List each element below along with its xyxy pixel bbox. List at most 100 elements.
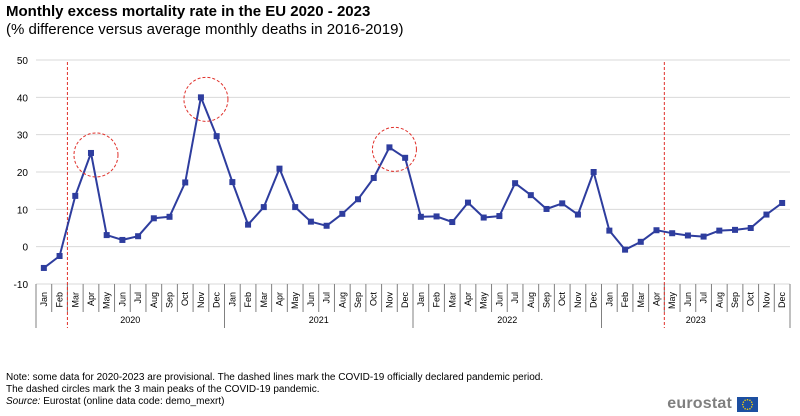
data-point — [386, 144, 393, 151]
source-line: Source: Eurostat (online data code: demo… — [6, 396, 224, 407]
data-point — [512, 180, 519, 187]
x-tick-label: May — [290, 292, 300, 310]
data-point — [40, 264, 47, 271]
data-point — [433, 213, 440, 220]
x-tick-label: Apr — [86, 292, 96, 306]
data-point — [653, 227, 660, 234]
source-text: Eurostat (online data code: demo_mexrt) — [40, 396, 225, 407]
x-tick-label: Jun — [306, 292, 316, 307]
year-label: 2022 — [497, 315, 517, 325]
peak-circle — [371, 126, 417, 172]
data-point — [307, 218, 314, 225]
eurostat-logo-text: eurostat — [667, 395, 732, 412]
data-point — [622, 246, 629, 253]
x-tick-label: Oct — [557, 292, 567, 307]
x-tick-label: Feb — [243, 292, 253, 308]
y-tick-label: 30 — [17, 131, 29, 142]
data-point — [87, 149, 94, 156]
x-tick-label: Jul — [699, 292, 709, 304]
data-point — [260, 204, 267, 211]
data-point — [669, 230, 676, 237]
x-tick-label: Aug — [714, 292, 724, 308]
data-point — [606, 227, 613, 234]
x-tick-label: Apr — [463, 292, 473, 306]
x-tick-label: Mar — [70, 292, 80, 308]
data-point — [119, 236, 126, 243]
chart-title: Monthly excess mortality rate in the EU … — [6, 3, 371, 20]
data-point — [716, 227, 723, 234]
data-point — [276, 165, 283, 172]
x-tick-label: Oct — [180, 292, 190, 307]
data-point — [135, 233, 142, 240]
line-chart: -10 0 10 20 30 40 50 Jan Feb Mar Apr May Jun Jul Aug Se… — [14, 56, 791, 328]
data-point — [402, 154, 409, 161]
eurostat-logo: eurostat — [667, 395, 758, 413]
x-tick-label: Jun — [683, 292, 693, 307]
year-label: 2021 — [309, 315, 329, 325]
x-tick-label: Apr — [274, 292, 284, 306]
year-label: 2020 — [120, 315, 140, 325]
x-tick-label: Dec — [777, 292, 787, 309]
data-point — [166, 213, 173, 220]
x-tick-label: Aug — [337, 292, 347, 308]
data-point — [496, 213, 503, 220]
data-point — [355, 196, 362, 203]
peak-circle — [183, 76, 229, 122]
data-point — [763, 211, 770, 218]
x-tick-label: Feb — [432, 292, 442, 308]
x-tick-label: Apr — [651, 292, 661, 306]
x-tick-label: Jun — [494, 292, 504, 307]
x-tick-label: Nov — [761, 292, 771, 309]
x-tick-label: Dec — [212, 292, 222, 309]
x-tick-label: Mar — [447, 292, 457, 308]
x-tick-label: Sep — [730, 292, 740, 308]
data-point — [779, 199, 786, 206]
note-line-1: Note: some data for 2020-2023 are provis… — [6, 372, 544, 383]
data-point — [590, 169, 597, 175]
y-tick-label: -10 — [14, 280, 29, 291]
data-point — [323, 222, 330, 229]
y-tick-label: 40 — [17, 93, 29, 104]
x-tick-label: Nov — [196, 292, 206, 309]
eu-flag-icon — [737, 396, 758, 412]
data-point — [56, 253, 63, 259]
data-point — [574, 211, 581, 218]
data-point — [229, 179, 236, 186]
x-tick-label: Aug — [149, 292, 159, 308]
data-point — [213, 133, 220, 140]
x-tick-label: Mar — [259, 292, 269, 308]
x-tick-label: Nov — [384, 292, 394, 309]
x-tick-label: Sep — [542, 292, 552, 308]
data-point — [480, 214, 487, 221]
note-line-2: The dashed circles mark the 3 main peaks… — [6, 384, 320, 395]
x-tick-label: Jan — [604, 292, 614, 307]
x-tick-label: Jan — [227, 292, 237, 307]
series-line — [43, 96, 783, 269]
data-point — [197, 94, 204, 101]
data-point — [182, 179, 189, 186]
y-tick-label: 0 — [22, 243, 28, 254]
x-tick-label: Jan — [416, 292, 426, 307]
y-tick-label: 50 — [17, 56, 29, 67]
y-tick-label: 10 — [17, 205, 29, 216]
data-point — [464, 199, 471, 206]
x-tick-label: Jan — [39, 292, 49, 307]
data-point — [449, 219, 456, 226]
data-point — [684, 232, 691, 239]
x-tick-label: Sep — [353, 292, 363, 308]
x-tick-label: Sep — [165, 292, 175, 308]
source-label: Source: — [6, 396, 41, 407]
x-tick-label: Jun — [117, 292, 127, 307]
data-point — [292, 204, 299, 211]
x-tick-label: Nov — [573, 292, 583, 309]
x-tick-label: Jul — [133, 292, 143, 304]
x-tick-label: Feb — [620, 292, 630, 308]
y-tick-label: 20 — [17, 168, 29, 179]
data-point — [370, 174, 377, 181]
year-label: 2023 — [686, 315, 706, 325]
peak-circle — [73, 132, 119, 178]
x-tick-label: Jul — [322, 292, 332, 304]
x-tick-label: Aug — [526, 292, 536, 308]
x-tick-label: May — [479, 292, 489, 310]
x-tick-label: May — [102, 292, 112, 310]
